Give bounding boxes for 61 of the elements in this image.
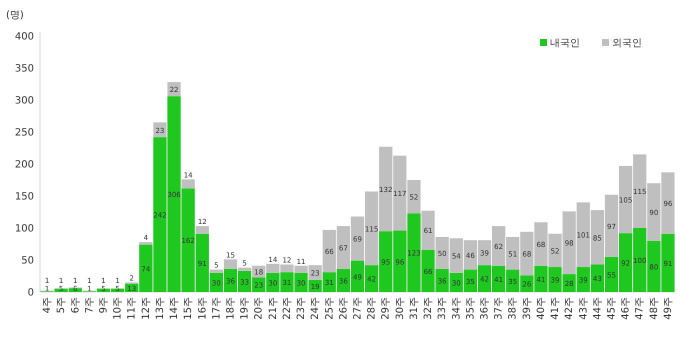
x-tick-label: 44주 bbox=[592, 297, 604, 320]
x-tick-label: 32주 bbox=[423, 297, 434, 320]
x-tick-label: 49주 bbox=[662, 297, 674, 320]
x-tick-label: 29주 bbox=[380, 297, 392, 320]
x-tick-label: 14주 bbox=[169, 297, 180, 320]
x-tick-label: 35주 bbox=[465, 297, 476, 320]
x-tick-label: 21주 bbox=[268, 297, 279, 320]
x-tick-label: 7주 bbox=[84, 297, 96, 314]
x-tick-label: 6주 bbox=[70, 297, 82, 314]
x-tick-label: 11주 bbox=[126, 297, 138, 320]
y-tick-label: 0 bbox=[28, 288, 34, 298]
legend-label: 외국인 bbox=[612, 38, 642, 49]
x-tick-label: 30주 bbox=[394, 297, 406, 320]
y-tick-label: 50 bbox=[21, 256, 34, 266]
x-tick-label: 42주 bbox=[564, 297, 576, 320]
x-tick-label: 25주 bbox=[324, 297, 336, 320]
x-tick-label: 18주 bbox=[226, 297, 236, 320]
x-tick-label: 22주 bbox=[282, 297, 293, 320]
x-tick-label: 23주 bbox=[296, 297, 308, 320]
x-tick-label: 41주 bbox=[550, 297, 562, 320]
x-tick-label: 12주 bbox=[140, 297, 152, 320]
x-tick-label: 24주 bbox=[310, 297, 322, 320]
bar bbox=[182, 179, 195, 188]
x-tick-label: 40주 bbox=[536, 297, 547, 320]
x-tick-label: 39주 bbox=[522, 297, 533, 320]
bar bbox=[196, 226, 209, 234]
x-tick-label: 19주 bbox=[240, 297, 251, 320]
x-tick-label: 31주 bbox=[408, 297, 420, 320]
legend-label: 내국인 bbox=[550, 38, 580, 49]
x-tick-label: 5주 bbox=[56, 297, 68, 314]
x-tick-label: 13주 bbox=[154, 297, 166, 320]
x-tick-label: 47주 bbox=[634, 297, 646, 320]
x-tick-label: 33주 bbox=[437, 297, 448, 320]
x-tick-label: 48주 bbox=[648, 297, 660, 320]
x-tick-label: 27주 bbox=[352, 297, 364, 320]
x-tick-label: 10주 bbox=[112, 297, 124, 320]
y-tick-label: 350 bbox=[14, 64, 34, 74]
x-tick-label: 46주 bbox=[620, 297, 632, 320]
bar bbox=[210, 270, 224, 273]
x-tick-label: 45주 bbox=[606, 297, 618, 320]
x-tick-label: 16주 bbox=[197, 297, 208, 320]
x-tick-label: 17주 bbox=[211, 297, 222, 320]
x-tick-label: 26주 bbox=[338, 297, 350, 320]
y-axis-title: (명) bbox=[6, 10, 24, 21]
x-tick-label: 34주 bbox=[451, 297, 462, 320]
x-tick-label: 20주 bbox=[254, 297, 265, 320]
x-tick-label: 38주 bbox=[508, 297, 519, 320]
x-tick-label: 15주 bbox=[183, 297, 194, 320]
x-tick-label: 28주 bbox=[366, 297, 378, 320]
y-tick-label: 200 bbox=[14, 160, 34, 170]
x-tick-label: 43주 bbox=[578, 297, 590, 320]
y-tick-label: 150 bbox=[14, 192, 34, 202]
y-tick-label: 400 bbox=[14, 32, 34, 42]
x-tick-label: 37주 bbox=[494, 297, 505, 320]
x-tick-label: 9주 bbox=[98, 297, 110, 314]
y-tick-label: 250 bbox=[14, 128, 34, 138]
y-tick-label: 300 bbox=[14, 96, 34, 106]
y-tick-label: 100 bbox=[14, 224, 34, 234]
x-tick-label: 36주 bbox=[480, 297, 490, 320]
bar bbox=[139, 242, 152, 245]
x-tick-label: 4주 bbox=[42, 297, 54, 314]
